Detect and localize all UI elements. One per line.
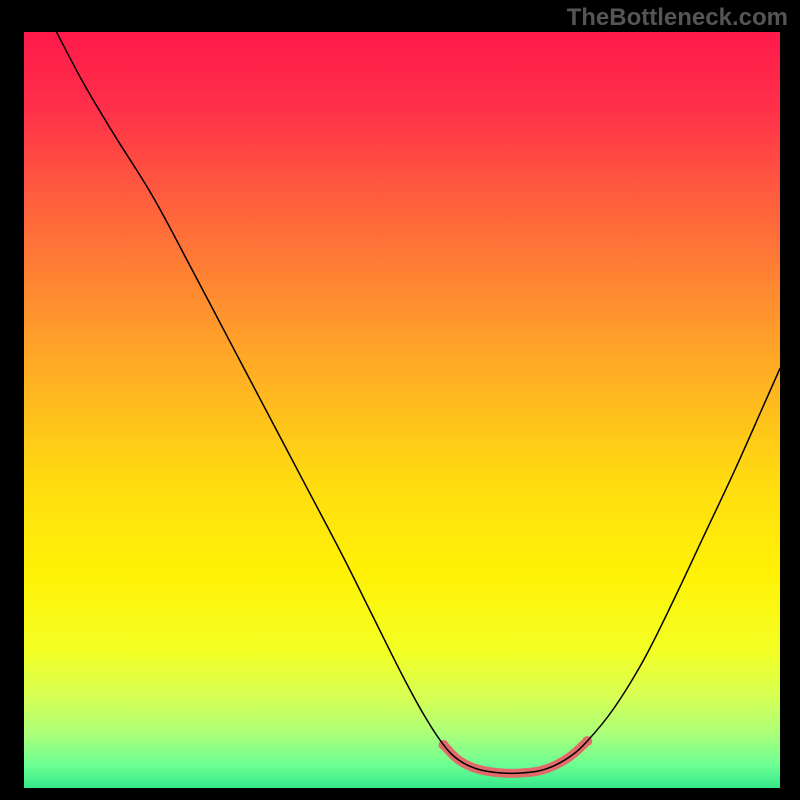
chart-svg: [24, 32, 780, 788]
watermark-text: TheBottleneck.com: [567, 4, 788, 32]
chart-plot-area: [24, 32, 780, 788]
